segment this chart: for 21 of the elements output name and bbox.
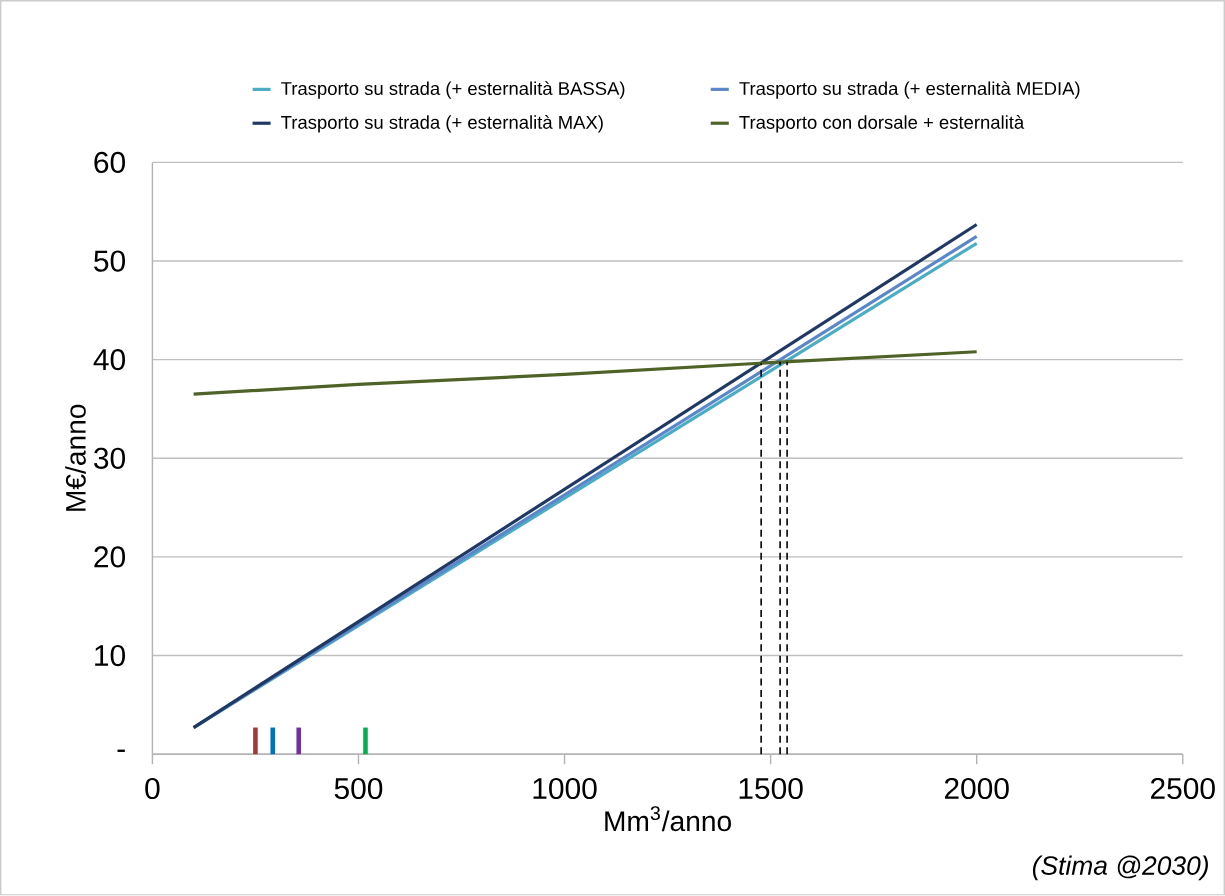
y-tick-label: 20 [94,546,125,568]
x-tick-label: 500 [334,778,383,800]
legend-label: Trasporto su strada (+ esternalità MEDIA) [739,81,1080,99]
legend-label: Trasporto su strada (+ esternalità BASSA) [281,81,625,99]
y-tick-label: 60 [94,152,125,174]
text: (Stima @2030) [1032,855,1208,881]
y-tick-label: 50 [94,250,125,272]
y-tick-label: 40 [93,349,125,371]
legend-label: Trasporto su strada (+ esternalità MAX) [281,115,603,133]
legend-label: Trasporto con dorsale + esternalità [739,115,1025,133]
line-series [192,350,979,396]
y-tick-label: 10 [95,645,125,667]
x-tick-label: 1500 [739,778,803,800]
y-tick-label: 30 [94,447,125,470]
x-axis-title: Mm$^{3}$/anno [605,806,731,832]
x-tick-label: 0 [145,778,160,800]
x-tick-label: 2000 [944,778,1009,800]
x-tick-label: 2500 [1151,778,1215,800]
x-tick-label: 1000 [533,778,597,800]
y-axis-title: M€/anno [65,404,86,511]
y-tick-label: - [117,749,125,753]
